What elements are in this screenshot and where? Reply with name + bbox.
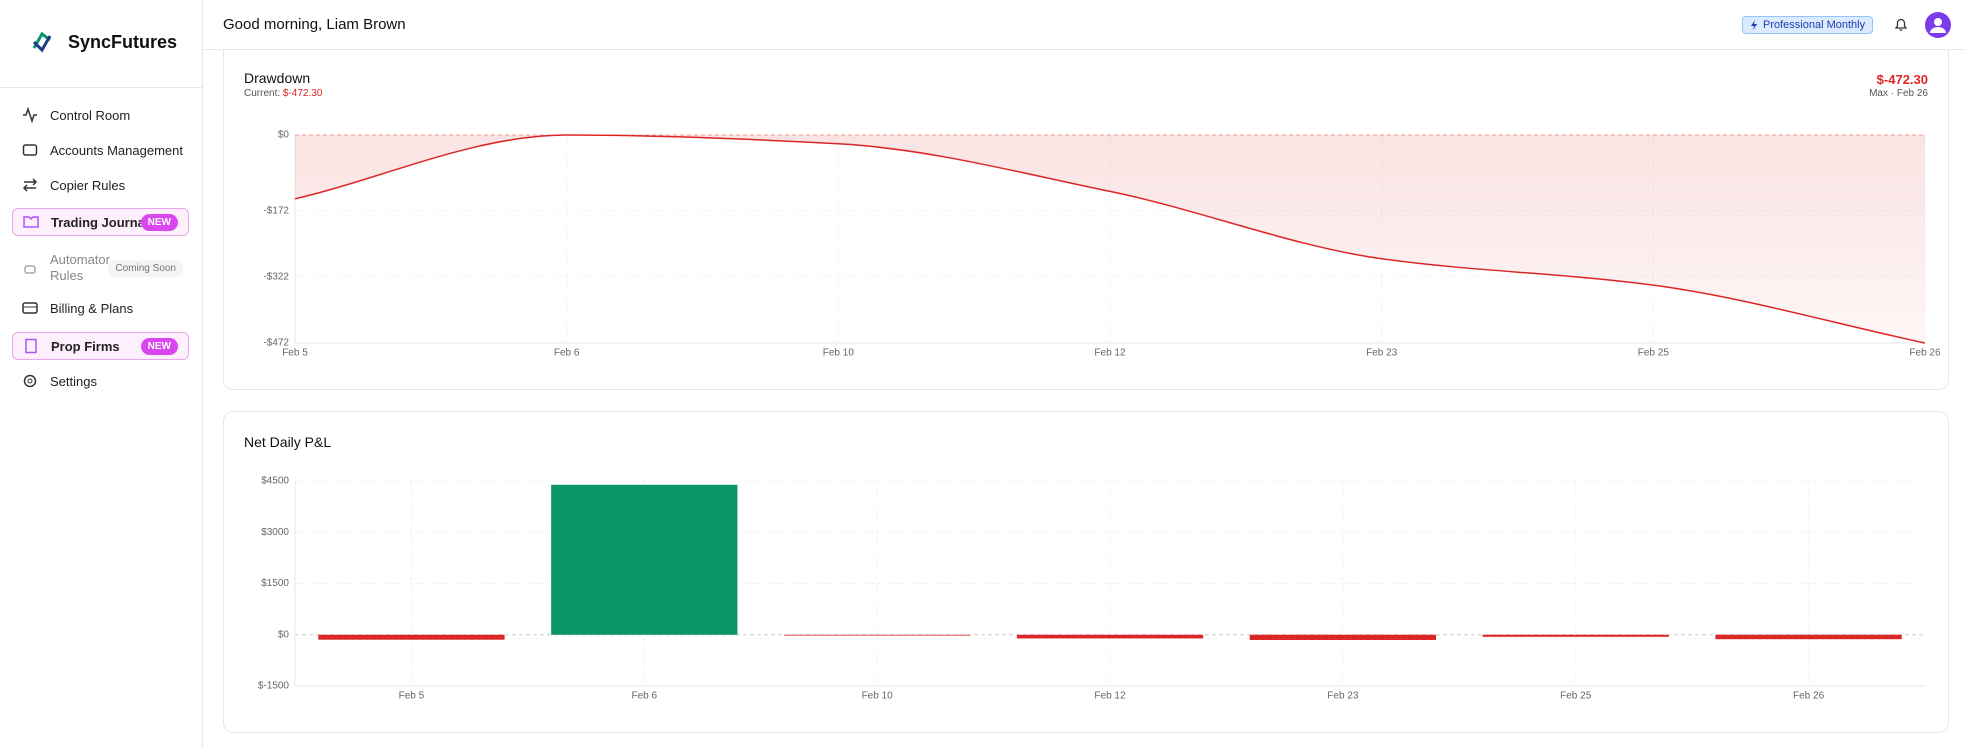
x-tick-label: Feb 5 (399, 691, 425, 702)
x-tick-label: Feb 10 (823, 348, 855, 359)
y-tick-label: $4500 (261, 476, 289, 487)
icon (23, 107, 37, 123)
x-tick-label: Feb 26 (1909, 348, 1941, 359)
chart: Feb 5 Feb 6 Feb 10 Feb 12 Feb 23 Feb 25 Feb 26… (258, 476, 1925, 702)
x-tick-label: Feb 5 (282, 348, 308, 359)
y-tick-label: $0 (278, 130, 290, 141)
nav-label: Copier Rules (50, 177, 126, 193)
nav-item[interactable]: Accounts Management (12, 135, 189, 165)
current-label: Current: (244, 88, 281, 99)
nav-label: Prop Firms (51, 338, 120, 354)
badge: NEW (140, 213, 178, 231)
icon (24, 265, 36, 274)
nav-label: Accounts Management (50, 142, 183, 158)
sidebar: SyncFutures Control Room Accounts Manage… (0, 0, 203, 747)
icon (22, 178, 38, 192)
icon (22, 144, 38, 156)
pnl-card: Net Daily P&L Feb 5 Feb 6 Feb 10 Feb 12 Feb … (223, 411, 1949, 733)
greeting: Good morning, Liam Brown (223, 16, 406, 33)
icon (22, 302, 38, 314)
x-tick-label: Feb 12 (1094, 348, 1126, 359)
bar (318, 634, 505, 640)
drawdown-card: Drawdown Current: $-472.30 $-472.30 Max … (223, 30, 1949, 390)
badge: Coming Soon (108, 259, 183, 277)
bar (784, 634, 971, 636)
area (295, 135, 1925, 343)
nav-item[interactable]: Prop Firms NEW (12, 332, 189, 360)
x-tick-label: Feb 23 (1327, 691, 1359, 702)
avatar[interactable] (1925, 12, 1951, 38)
badge: NEW (140, 337, 178, 355)
y-tick-label: $3000 (261, 527, 289, 538)
max-label: Max · Feb 26 (1869, 88, 1928, 99)
x-tick-label: Feb 23 (1366, 348, 1398, 359)
icon (1751, 20, 1757, 30)
current: Current: $-472.30 (244, 88, 322, 99)
bar (1016, 634, 1204, 639)
bar (551, 484, 738, 635)
x-tick-label: Feb 6 (554, 348, 580, 359)
bar (1715, 634, 1902, 640)
nav-label: Trading Journal (51, 214, 149, 230)
bell[interactable] (1893, 16, 1909, 32)
nav-item[interactable]: Settings (12, 366, 189, 396)
nav-item[interactable]: Trading Journal NEW (12, 208, 189, 236)
bar (1249, 634, 1436, 640)
y-tick-label: $-1500 (258, 681, 290, 692)
x-tick-label: Feb 25 (1638, 348, 1670, 359)
x-tick-label: Feb 12 (1094, 691, 1126, 702)
chart: Feb 5 Feb 6 Feb 10 Feb 12 Feb 23 Feb 25 Feb 26… (263, 130, 1941, 359)
card-title: Net Daily P&L (244, 434, 332, 450)
y-tick-label: $1500 (261, 578, 289, 589)
nav-label: Automator Rules (50, 252, 110, 283)
y-tick-label: -$322 (263, 271, 289, 282)
brand[interactable]: SyncFutures (30, 30, 177, 54)
nav-item[interactable]: Control Room (12, 100, 189, 130)
x-tick-label: Feb 25 (1560, 691, 1592, 702)
x-tick-label: Feb 26 (1793, 691, 1825, 702)
nav-item: Automator Rules Coming Soon (12, 250, 189, 286)
bar (1482, 634, 1669, 637)
nav-item[interactable]: Billing & Plans (12, 293, 189, 323)
nav-item[interactable]: Copier Rules (12, 170, 189, 200)
icon (23, 216, 39, 228)
current-value: $-472.30 (282, 88, 323, 99)
divider (0, 87, 203, 88)
y-tick-label: -$472 (263, 338, 289, 349)
x-tick-label: Feb 6 (631, 691, 657, 702)
logo (32, 31, 52, 53)
nav-label: Billing & Plans (50, 300, 134, 316)
brand-name: SyncFutures (68, 31, 178, 52)
plan-label: Professional Monthly (1763, 19, 1866, 31)
icon (23, 374, 37, 388)
card-title: Drawdown (244, 70, 311, 86)
y-tick-label: $0 (278, 629, 290, 640)
plan-badge[interactable]: Professional Monthly (1742, 16, 1874, 34)
x-tick-label: Feb 10 (862, 691, 894, 702)
y-tick-label: -$172 (263, 205, 289, 216)
nav-label: Settings (50, 373, 97, 389)
max-value: $-472.30 (1876, 72, 1928, 87)
icon (25, 338, 37, 354)
nav-label: Control Room (50, 107, 131, 123)
line (294, 134, 1926, 344)
header: Good morning, Liam Brown Professional Mo… (203, 0, 1964, 50)
